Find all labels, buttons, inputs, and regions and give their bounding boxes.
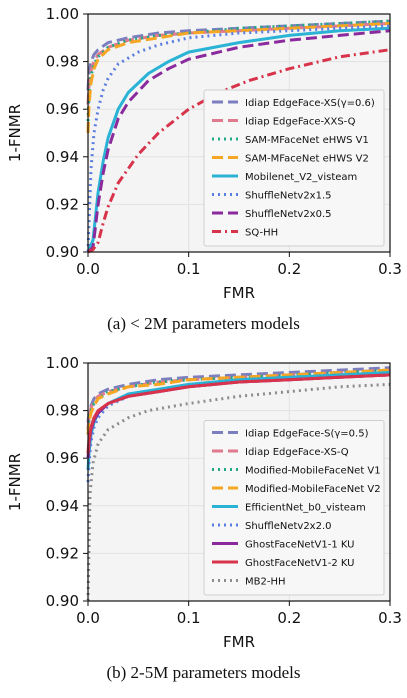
series-line bbox=[86, 26, 391, 253]
caption-b: (b) 2-5M parameters models bbox=[106, 663, 301, 682]
x-axis-label: FMR bbox=[223, 633, 255, 651]
y-tick-label: 0.96 bbox=[46, 100, 79, 118]
legend-label: SQ-HH bbox=[245, 228, 278, 239]
caption-a: (a) < 2M parameters models bbox=[107, 314, 300, 333]
legend-label: Idiap EdgeFace-XXS-Q bbox=[245, 117, 356, 128]
series-line bbox=[86, 382, 391, 602]
series-line bbox=[86, 373, 391, 454]
y-axis-label: 1-FNMR bbox=[6, 453, 24, 511]
y-tick-label: 1.00 bbox=[46, 354, 79, 372]
roc-chart-a: 0.0 0.1 0.2 0.3 0.90 0.92 0.94 0.96 0.98 1.00 FMR 1… bbox=[6, 5, 402, 302]
legend-label: GhostFaceNetV1-1 KU bbox=[245, 540, 354, 551]
legend-label: Idiap EdgeFace-S(γ=0.5) bbox=[245, 429, 369, 440]
legend-box bbox=[203, 89, 385, 247]
x-tick-label: 0.2 bbox=[277, 609, 301, 627]
y-axis-label: 1-FNMR bbox=[6, 104, 24, 162]
y-tick-label: 0.94 bbox=[46, 148, 79, 166]
roc-chart-b: 0.0 0.1 0.2 0.3 0.90 0.92 0.94 0.96 0.98 1.00 FMR 1… bbox=[6, 354, 402, 651]
y-tick-label: 0.98 bbox=[46, 402, 79, 420]
legend-label: Mobilenet_V2_visteam bbox=[245, 172, 357, 183]
legend-label: Idiap EdgeFace-XS(γ=0.6) bbox=[245, 98, 375, 109]
legend-box bbox=[203, 420, 385, 596]
y-tick-label: 1.00 bbox=[46, 5, 79, 23]
axes-frame bbox=[87, 362, 391, 602]
x-tick-label: 0.0 bbox=[76, 609, 100, 627]
series-line bbox=[86, 22, 391, 134]
series-line bbox=[86, 368, 391, 435]
legend-label: Modified-MobileFaceNet V1 bbox=[245, 466, 381, 477]
series-line bbox=[86, 29, 391, 254]
legend-label: GhostFaceNetV1-2 KU bbox=[245, 558, 354, 569]
chart-panel-b: 0.0 0.1 0.2 0.3 0.90 0.92 0.94 0.96 0.98 1.00 FMR 1… bbox=[0, 349, 407, 698]
y-tick-label: 0.98 bbox=[46, 53, 79, 71]
legend-label: MB2-HH bbox=[245, 577, 286, 588]
x-tick-label: 0.1 bbox=[177, 260, 201, 278]
x-tick-label: 0.2 bbox=[277, 260, 301, 278]
axes-frame bbox=[87, 13, 391, 253]
legend-label: ShuffleNetv2x0.5 bbox=[245, 209, 332, 220]
y-tick-label: 0.94 bbox=[46, 497, 79, 515]
x-axis-label: FMR bbox=[223, 284, 255, 302]
x-tick-label: 0.0 bbox=[76, 260, 100, 278]
x-tick-label: 0.3 bbox=[378, 609, 402, 627]
legend-label: Modified-MobileFaceNet V2 bbox=[245, 484, 381, 495]
y-tick-label: 0.90 bbox=[46, 243, 79, 261]
x-tick-label: 0.1 bbox=[177, 609, 201, 627]
y-tick-label: 0.92 bbox=[46, 195, 79, 213]
series-line bbox=[86, 24, 391, 253]
legend-label: ShuffleNetv2x1.5 bbox=[245, 191, 332, 202]
y-tick-label: 0.92 bbox=[46, 544, 79, 562]
legend-label: ShuffleNetv2x2.0 bbox=[245, 521, 332, 532]
legend-label: SAM-MFaceNet eHWS V2 bbox=[245, 154, 369, 165]
x-tick-label: 0.3 bbox=[378, 260, 402, 278]
legend-label: Idiap EdgeFace-XS-Q bbox=[245, 447, 349, 458]
chart-panel-a: 0.0 0.1 0.2 0.3 0.90 0.92 0.94 0.96 0.98 1.00 FMR 1… bbox=[6, 5, 402, 333]
legend-label: SAM-MFaceNet eHWS V1 bbox=[245, 135, 369, 146]
y-tick-label: 0.90 bbox=[46, 592, 79, 610]
legend-label: EfficientNet_b0_visteam bbox=[245, 503, 366, 514]
y-tick-label: 0.96 bbox=[46, 449, 79, 467]
